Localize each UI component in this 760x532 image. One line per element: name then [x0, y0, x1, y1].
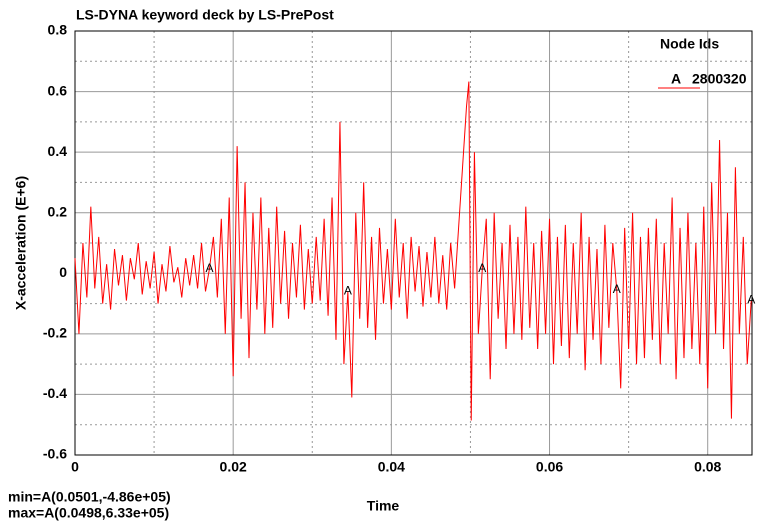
x-tick-label: 0.08 — [694, 459, 721, 475]
y-axis-label: X-acceleration (E+6) — [13, 176, 29, 310]
series-marker: A — [478, 261, 486, 275]
y-tick-label: 0 — [59, 264, 67, 280]
chart-title: LS-DYNA keyword deck by LS-PrePost — [76, 7, 334, 23]
series-marker: A — [613, 282, 621, 296]
y-tick-label: -0.2 — [43, 325, 67, 341]
legend-label: 2800320 — [692, 71, 747, 87]
series-line — [74, 81, 752, 421]
series-marker: A — [344, 284, 352, 298]
y-tick-label: 0.2 — [48, 203, 68, 219]
y-tick-label: 0.4 — [48, 143, 68, 159]
x-tick-label: 0 — [71, 459, 79, 475]
x-tick-label: 0.04 — [378, 459, 405, 475]
series-marker: A — [205, 261, 213, 275]
x-tick-label: 0.06 — [536, 459, 563, 475]
y-tick-label: -0.4 — [43, 385, 67, 401]
y-tick-label: 0.8 — [48, 22, 68, 38]
plot-frame — [74, 30, 753, 456]
y-tick-label: 0.6 — [48, 82, 68, 98]
footer-min: min=A(0.0501,-4.86e+05) — [8, 489, 171, 505]
y-tick-label: -0.6 — [43, 446, 67, 462]
footer-max: max=A(0.0498,6.33e+05) — [8, 505, 169, 521]
x-axis-label: Time — [367, 498, 400, 514]
series-marker: A — [747, 293, 755, 307]
legend-marker: A — [671, 71, 681, 87]
legend-title: Node Ids — [660, 36, 719, 52]
x-tick-label: 0.02 — [220, 459, 247, 475]
